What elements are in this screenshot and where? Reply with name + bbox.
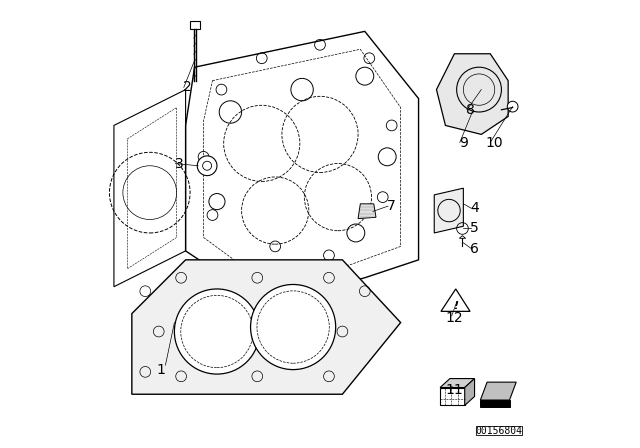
- Text: 12: 12: [445, 311, 463, 325]
- Text: 1: 1: [157, 362, 165, 377]
- Bar: [440, 388, 465, 405]
- Bar: [476, 426, 522, 435]
- Text: 4: 4: [470, 201, 479, 215]
- Text: 5: 5: [470, 221, 479, 236]
- Polygon shape: [460, 236, 466, 238]
- Text: 2: 2: [184, 80, 192, 95]
- Polygon shape: [358, 204, 376, 219]
- Circle shape: [175, 289, 260, 374]
- Polygon shape: [481, 382, 516, 400]
- Text: 00156804: 00156804: [476, 426, 523, 436]
- Bar: [481, 400, 509, 407]
- Polygon shape: [440, 379, 475, 388]
- Text: 8: 8: [466, 103, 474, 117]
- Polygon shape: [435, 188, 463, 233]
- Polygon shape: [465, 379, 475, 405]
- Text: 6: 6: [470, 241, 479, 256]
- Circle shape: [251, 284, 336, 370]
- Polygon shape: [436, 54, 508, 134]
- Text: 10: 10: [485, 136, 502, 151]
- Text: !: !: [453, 301, 458, 310]
- Circle shape: [508, 101, 518, 112]
- Polygon shape: [132, 260, 401, 394]
- Circle shape: [197, 156, 217, 176]
- Text: 3: 3: [175, 156, 183, 171]
- Text: 9: 9: [459, 136, 468, 151]
- Bar: [190, 21, 200, 29]
- Text: 7: 7: [387, 199, 396, 213]
- Polygon shape: [441, 289, 470, 311]
- Text: 11: 11: [445, 383, 463, 397]
